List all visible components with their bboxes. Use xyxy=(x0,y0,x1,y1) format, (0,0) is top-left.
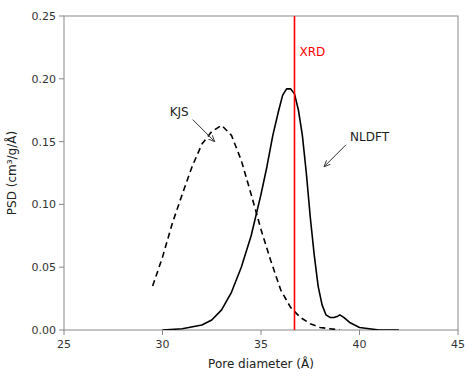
y-tick xyxy=(59,16,64,17)
y-tick-label: 0.00 xyxy=(32,324,57,337)
y-tick xyxy=(59,78,64,79)
x-tick-label: 30 xyxy=(156,338,170,351)
series-line xyxy=(163,89,399,330)
annotation-arrow xyxy=(193,120,215,142)
y-axis-label: PSD (cm³/g/Å) xyxy=(4,131,19,215)
y-tick xyxy=(59,204,64,205)
annotation-arrow xyxy=(324,145,346,167)
x-tick xyxy=(162,330,163,335)
x-tick xyxy=(64,330,65,335)
y-tick xyxy=(59,330,64,331)
x-tick-label: 45 xyxy=(451,338,465,351)
annotation-label: NLDFT xyxy=(350,130,390,144)
reference-line xyxy=(294,16,296,330)
reference-line-label: XRD xyxy=(299,45,325,59)
y-tick-label: 0.20 xyxy=(32,73,57,86)
x-tick-label: 35 xyxy=(254,338,268,351)
x-tick xyxy=(261,330,262,335)
x-tick xyxy=(458,330,459,335)
plot-frame xyxy=(64,16,458,330)
annotation-label: KJS xyxy=(170,105,189,119)
x-tick xyxy=(359,330,360,335)
y-tick xyxy=(59,141,64,142)
y-tick-label: 0.25 xyxy=(32,10,57,23)
plot-area xyxy=(153,16,399,330)
x-tick-label: 25 xyxy=(57,338,71,351)
y-tick-label: 0.15 xyxy=(32,136,57,149)
y-tick-label: 0.05 xyxy=(32,261,57,274)
x-tick-label: 40 xyxy=(353,338,367,351)
chart: 25 30 35 40 45 0.00 0.05 0.10 0.15 0.20 0.25 Pore d… xyxy=(0,0,474,378)
y-tick xyxy=(59,267,64,268)
x-axis-label: Pore diameter (Å) xyxy=(208,356,314,371)
y-tick-label: 0.10 xyxy=(32,198,57,211)
